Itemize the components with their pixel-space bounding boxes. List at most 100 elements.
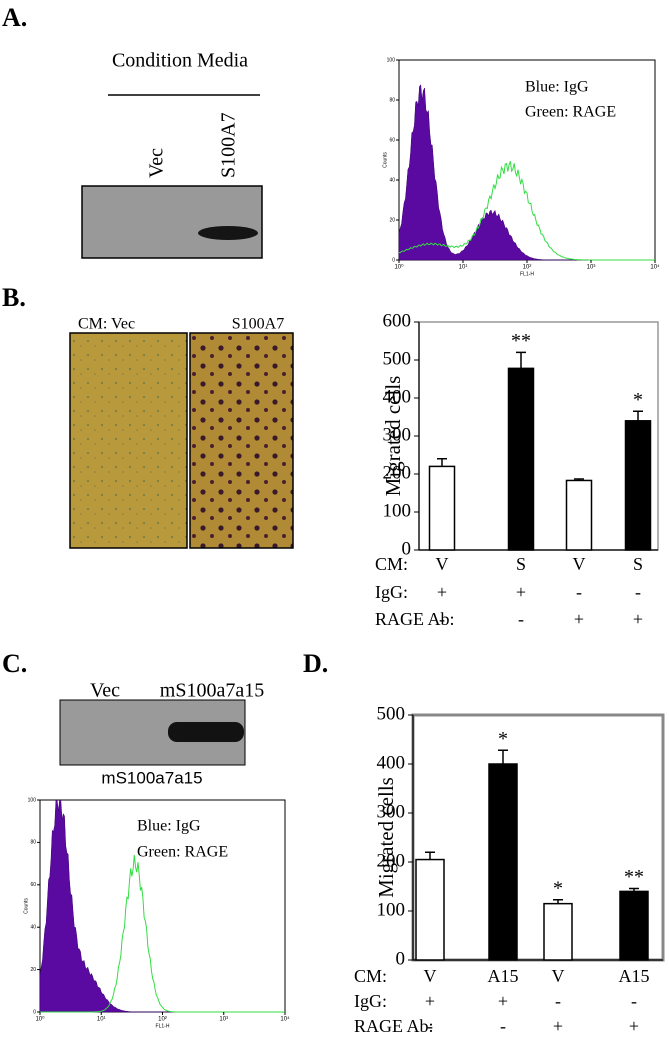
significance-mark: ** [624, 866, 644, 888]
x-tick-label: 10⁰ [394, 264, 404, 271]
row-value: - [635, 582, 641, 602]
y-tick-label: 100 [387, 57, 396, 63]
panel-label: C. [2, 649, 27, 678]
image-label: CM: Vec [78, 316, 135, 333]
row-value: + [574, 609, 584, 629]
row-value: S [516, 554, 526, 574]
y-tick-label: 20 [389, 217, 395, 223]
y-tick-label: 100 [28, 797, 37, 803]
row-label: CM: [354, 966, 387, 986]
panel-label: D. [303, 649, 328, 678]
row-value: V [552, 966, 565, 986]
x-tick-label: 10⁴ [650, 264, 660, 271]
y-tick-label: 500 [383, 348, 412, 369]
bar [415, 858, 445, 961]
y-tick-label: 100 [383, 500, 412, 521]
row-value: - [427, 1016, 433, 1036]
row-label: IgG: [375, 582, 408, 602]
row-value: - [631, 991, 637, 1011]
row-value: + [553, 1016, 563, 1036]
x-tick-label: 10¹ [97, 1017, 106, 1023]
y-tick-label: 0 [392, 257, 395, 263]
y-tick-label: 600 [383, 310, 412, 331]
y-tick-label: 400 [383, 386, 412, 407]
bar [543, 902, 573, 961]
y-tick-label: 200 [377, 850, 406, 871]
lane-label: S100A7 [218, 112, 240, 178]
legend-text: Blue: IgG [525, 79, 589, 96]
row-label: CM: [375, 554, 408, 574]
y-tick-label: 40 [30, 925, 36, 931]
row-value: V [436, 554, 449, 574]
y-tick-label: 100 [377, 899, 406, 920]
significance-mark: ** [511, 330, 531, 352]
significance-mark: * [633, 389, 643, 411]
bar [488, 763, 518, 961]
blot-band [198, 226, 258, 240]
row-value: V [424, 966, 437, 986]
blot-band [168, 722, 244, 742]
error-bar [633, 410, 643, 421]
error-bar [498, 749, 508, 764]
micrograph [189, 332, 294, 549]
y-tick-label: 60 [30, 882, 36, 888]
y-tick-label: 80 [30, 840, 36, 846]
y-tick-label: 80 [389, 97, 395, 103]
y-tick-label: 500 [377, 703, 406, 724]
x-tick-label: 10¹ [459, 265, 468, 271]
bar [565, 479, 593, 551]
significance-mark: * [553, 877, 563, 899]
row-value: + [629, 1016, 639, 1036]
lane-label: Vec [146, 148, 168, 178]
y-axis-label: Migrated cells [374, 777, 398, 898]
row-value: A15 [488, 966, 519, 986]
y-tick-label: 60 [389, 137, 395, 143]
row-value: + [437, 582, 447, 602]
rage-histogram [40, 854, 285, 1013]
x-tick-label: 10³ [587, 265, 596, 271]
bar [428, 465, 456, 551]
error-bar [516, 351, 526, 369]
row-value: - [555, 991, 561, 1011]
row-value: + [498, 991, 508, 1011]
y-tick-label: 0 [33, 1009, 36, 1015]
legend-text: Green: RAGE [137, 844, 228, 861]
y-tick-label: 0 [396, 948, 406, 969]
micrograph [69, 332, 188, 549]
x-tick-label: 10³ [219, 1017, 228, 1023]
rage-histogram [398, 161, 655, 261]
error-bar [629, 887, 639, 892]
error-bar [437, 458, 447, 467]
row-value: V [573, 554, 586, 574]
bar [624, 420, 652, 551]
legend-text: Blue: IgG [137, 818, 201, 835]
blot-caption: mS100a7a15 [101, 768, 202, 787]
y-tick-label: 300 [377, 801, 406, 822]
western-blot [81, 185, 263, 259]
blot-title: Condition Media [112, 50, 248, 72]
y-tick-label: 300 [383, 424, 412, 445]
row-value: + [516, 582, 526, 602]
x-tick-label: 10⁰ [35, 1016, 45, 1023]
bar [619, 890, 649, 961]
row-value: + [633, 609, 643, 629]
y-axis-label: Counts [382, 152, 388, 168]
row-value: - [439, 609, 445, 629]
x-tick-label: 10² [523, 265, 532, 271]
row-value: S [633, 554, 643, 574]
error-bar [553, 898, 563, 904]
error-bar [425, 851, 435, 860]
y-tick-label: 40 [389, 177, 395, 183]
row-value: A15 [619, 966, 650, 986]
legend-text: Green: RAGE [525, 104, 616, 121]
lane-label: mS100a7a15 [160, 680, 264, 702]
row-value: - [500, 1016, 506, 1036]
row-label: RAGE Ab: [354, 1016, 434, 1036]
bar [507, 367, 535, 551]
y-axis-label: Counts [23, 898, 29, 914]
row-label: IgG: [354, 991, 387, 1011]
image-label: S100A7 [232, 316, 284, 333]
x-axis-label: FL1-H [156, 1023, 170, 1029]
significance-mark: * [498, 728, 508, 750]
